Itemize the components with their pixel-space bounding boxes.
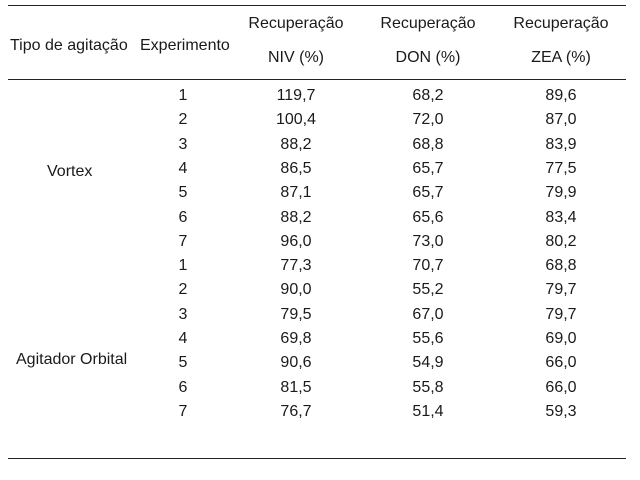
don-cell: 67,0 <box>412 306 444 323</box>
header-niv-line2: NIV (%) <box>268 49 324 66</box>
zea-cell: 69,0 <box>545 330 577 347</box>
experiment-cell: 4 <box>178 330 188 347</box>
header-don-line2: DON (%) <box>395 49 461 66</box>
zea-cell: 80,2 <box>545 233 577 250</box>
zea-cell: 77,5 <box>545 160 577 177</box>
header-tipo-agitacao: Tipo de agitação <box>10 37 128 54</box>
experiment-cell: 2 <box>178 281 188 298</box>
experiment-cell: 1 <box>178 87 188 104</box>
header-zea-line2: ZEA (%) <box>531 49 591 66</box>
don-cell: 51,4 <box>412 403 444 420</box>
niv-cell: 90,6 <box>280 354 312 371</box>
don-cell: 65,6 <box>412 209 444 226</box>
table-top-rule <box>8 5 626 6</box>
don-cell: 65,7 <box>412 184 444 201</box>
experiment-cell: 6 <box>178 379 188 396</box>
don-cell: 70,7 <box>412 257 444 274</box>
don-cell: 55,6 <box>412 330 444 347</box>
don-cell: 68,8 <box>412 136 444 153</box>
experiment-cell: 3 <box>178 306 188 323</box>
don-cell: 73,0 <box>412 233 444 250</box>
zea-cell: 59,3 <box>545 403 577 420</box>
experiment-cell: 4 <box>178 160 188 177</box>
experiment-cell: 2 <box>178 111 188 128</box>
header-don-line1: Recuperação <box>380 15 476 32</box>
niv-cell: 77,3 <box>280 257 312 274</box>
niv-cell: 76,7 <box>280 403 312 420</box>
niv-cell: 96,0 <box>280 233 312 250</box>
niv-cell: 88,2 <box>280 209 312 226</box>
niv-cell: 79,5 <box>280 306 312 323</box>
niv-cell: 87,1 <box>280 184 312 201</box>
zea-cell: 83,4 <box>545 209 577 226</box>
header-rule <box>8 79 626 80</box>
don-cell: 68,2 <box>412 87 444 104</box>
experiment-cell: 3 <box>178 136 188 153</box>
zea-cell: 79,7 <box>545 306 577 323</box>
experiment-cell: 5 <box>178 184 188 201</box>
experiment-cell: 1 <box>178 257 188 274</box>
niv-cell: 100,4 <box>275 111 317 128</box>
zea-cell: 89,6 <box>545 87 577 104</box>
group-label-agitador-orbital: Agitador Orbital <box>16 351 128 368</box>
zea-cell: 66,0 <box>545 379 577 396</box>
niv-cell: 86,5 <box>280 160 312 177</box>
zea-cell: 83,9 <box>545 136 577 153</box>
experiment-cell: 5 <box>178 354 188 371</box>
header-experimento: Experimento <box>140 37 230 54</box>
experiment-cell: 7 <box>178 233 188 250</box>
niv-cell: 81,5 <box>280 379 312 396</box>
niv-cell: 69,8 <box>280 330 312 347</box>
header-zea-line1: Recuperação <box>513 15 609 32</box>
group-label-vortex: Vortex <box>47 163 93 180</box>
don-cell: 55,2 <box>412 281 444 298</box>
experiment-cell: 6 <box>178 209 188 226</box>
zea-cell: 66,0 <box>545 354 577 371</box>
don-cell: 65,7 <box>412 160 444 177</box>
don-cell: 54,9 <box>412 354 444 371</box>
niv-cell: 119,7 <box>276 87 316 104</box>
niv-cell: 88,2 <box>280 136 312 153</box>
zea-cell: 79,9 <box>545 184 577 201</box>
zea-cell: 68,8 <box>545 257 577 274</box>
table-bottom-rule <box>8 458 626 459</box>
niv-cell: 90,0 <box>280 281 312 298</box>
experiment-cell: 7 <box>178 403 188 420</box>
zea-cell: 79,7 <box>545 281 577 298</box>
zea-cell: 87,0 <box>545 111 577 128</box>
header-niv-line1: Recuperação <box>248 15 344 32</box>
don-cell: 72,0 <box>412 111 444 128</box>
don-cell: 55,8 <box>412 379 444 396</box>
